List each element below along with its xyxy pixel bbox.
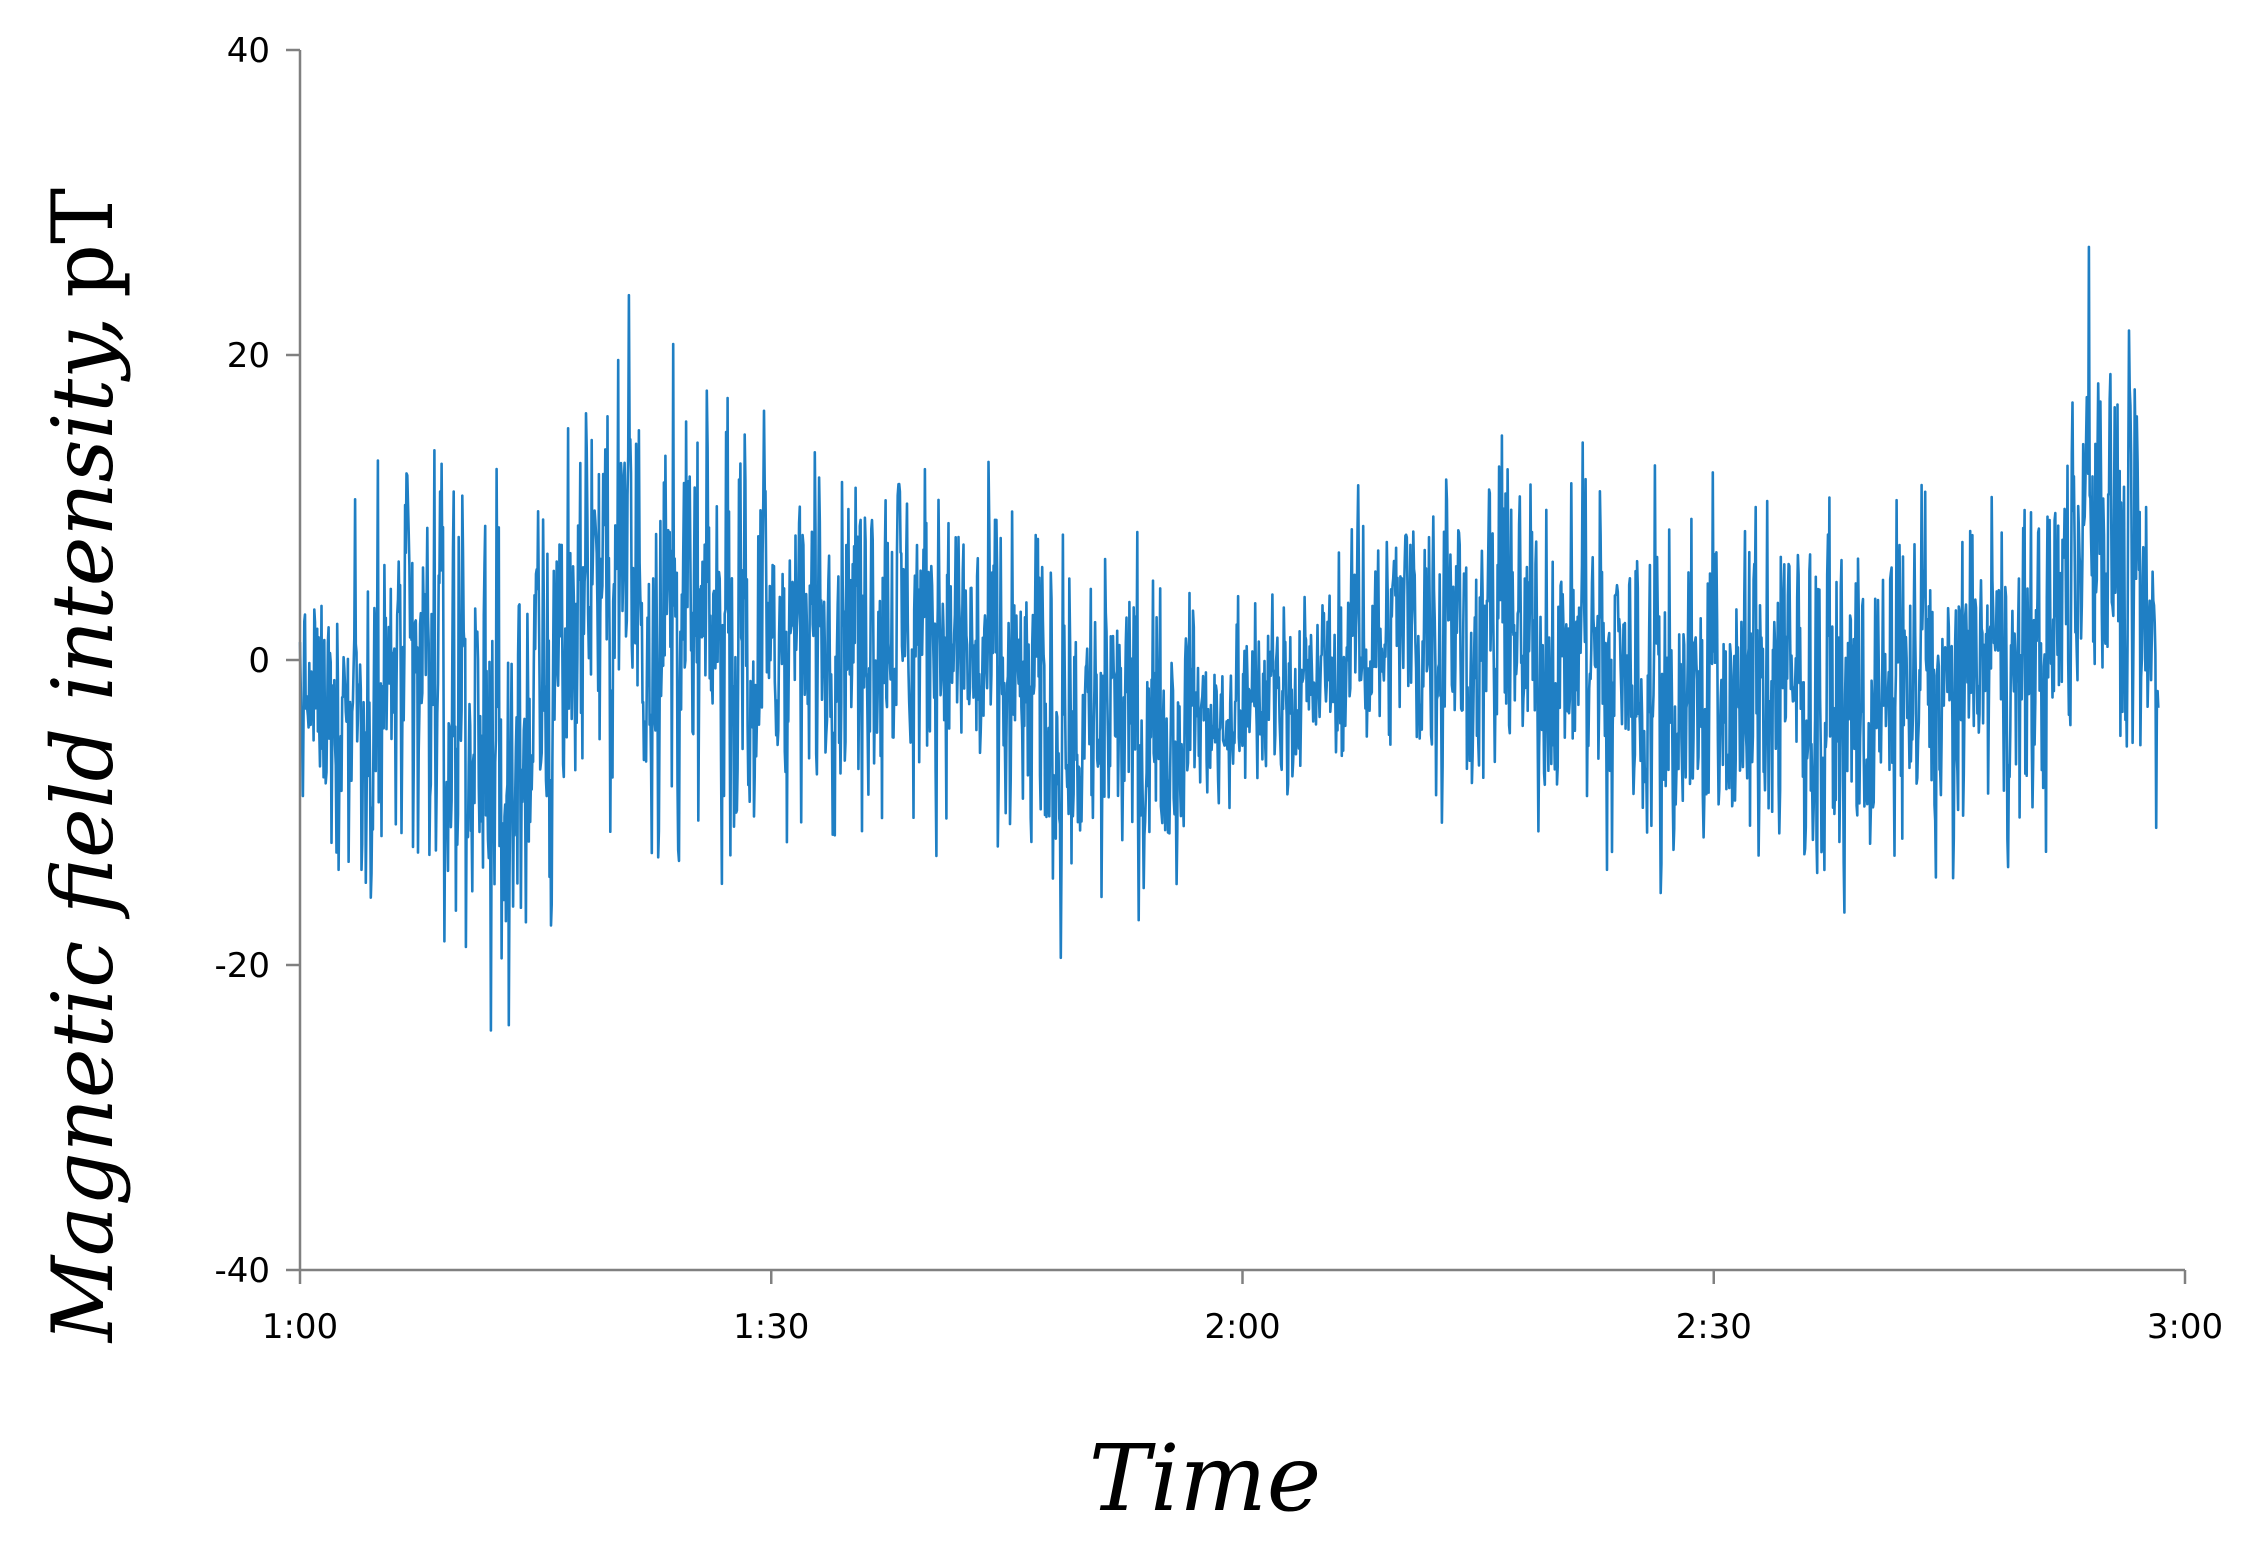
x-tick-label: 3:00 bbox=[2147, 1307, 2223, 1347]
x-tick-label: 1:30 bbox=[733, 1307, 809, 1347]
y-axis-title: Magnetic field intensity, pT bbox=[34, 188, 132, 1344]
series-line bbox=[298, 245, 2160, 1032]
x-tick-label: 1:00 bbox=[262, 1307, 338, 1347]
x-axis-title: Time bbox=[1089, 1425, 1321, 1532]
plot-area bbox=[298, 245, 2160, 1032]
x-tick-label: 2:00 bbox=[1204, 1307, 1280, 1347]
axes bbox=[286, 48, 2187, 1284]
y-tick-label: 0 bbox=[248, 641, 270, 681]
y-tick-label: -40 bbox=[214, 1251, 270, 1291]
y-tick-label: 20 bbox=[227, 336, 270, 376]
y-tick-label: -20 bbox=[214, 946, 270, 986]
y-tick-label: 40 bbox=[227, 31, 270, 71]
y-axis-title-text: Magnetic field intensity, bbox=[34, 316, 132, 1344]
y-axis-title-unit: pT bbox=[34, 188, 132, 298]
tick-labels: -40 -20 0 20 40 1:00 1:30 2:00 2:30 3:00 bbox=[214, 31, 2223, 1347]
x-tick-label: 2:30 bbox=[1676, 1307, 1752, 1347]
